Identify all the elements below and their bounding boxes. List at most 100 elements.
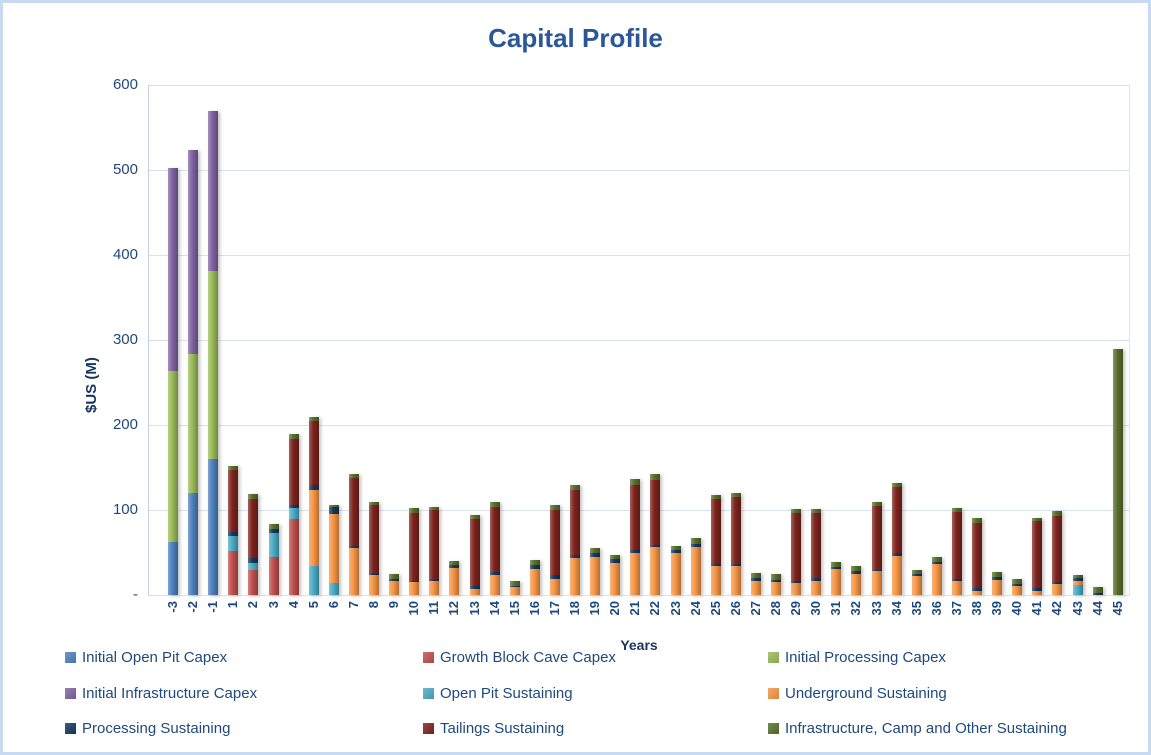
bar-segment <box>288 504 299 509</box>
bar-year-14 <box>489 85 500 595</box>
bar-segment <box>449 565 460 568</box>
bar-segment <box>489 572 500 576</box>
bar-segment <box>750 578 761 581</box>
bar-segment <box>228 536 239 551</box>
bar-segment <box>1072 574 1083 578</box>
bar-year-40 <box>1012 85 1023 595</box>
bar-year-29 <box>791 85 802 595</box>
x-tick-label: 17 <box>546 601 562 616</box>
bar-year-43 <box>1072 85 1083 595</box>
x-tick-label: 1 <box>225 601 241 609</box>
bar-segment <box>1012 585 1023 595</box>
x-tick-label: 13 <box>466 601 482 616</box>
bar-year-4 <box>288 85 299 595</box>
bar-segment <box>1072 580 1083 585</box>
bar-segment <box>168 542 178 595</box>
bar-year-35 <box>911 85 922 595</box>
bar-segment <box>529 565 540 569</box>
bar-segment <box>1032 517 1043 522</box>
bar-segment <box>650 544 661 548</box>
legend-swatch <box>65 688 76 699</box>
bar-segment <box>710 494 721 499</box>
bar-segment <box>208 271 219 459</box>
x-tick-label: 25 <box>707 601 723 616</box>
bar-year-2 <box>248 85 259 595</box>
bar-year-37 <box>951 85 962 595</box>
bar-segment <box>831 568 842 595</box>
bar-segment <box>348 474 359 478</box>
x-tick-label: 7 <box>345 601 361 609</box>
gridline <box>148 595 1130 596</box>
bar-segment <box>328 514 339 584</box>
bar-segment <box>730 566 741 595</box>
bar-segment <box>369 574 379 595</box>
bar-segment <box>1052 583 1063 595</box>
bar-segment <box>348 477 359 546</box>
bar-segment <box>549 504 560 510</box>
legend-label: Initial Infrastructure Capex <box>82 685 258 702</box>
bar-segment <box>529 560 540 566</box>
bar-segment <box>710 566 721 595</box>
bar-segment <box>188 354 199 493</box>
bar-segment <box>469 589 480 595</box>
bar-year-6 <box>328 85 339 595</box>
bar-year-36 <box>931 85 942 595</box>
bar-year--2 <box>188 85 199 595</box>
bar-segment <box>1052 582 1063 584</box>
bar-segment <box>610 559 621 563</box>
x-tick-label: -1 <box>205 601 221 613</box>
x-tick-label: 44 <box>1089 601 1105 616</box>
legend-swatch <box>423 652 434 663</box>
bar-segment <box>288 434 299 440</box>
bar-year-18 <box>570 85 580 595</box>
bar-segment <box>791 512 802 581</box>
bar-segment <box>268 532 279 557</box>
gridline <box>148 340 1130 341</box>
bar-year-28 <box>771 85 781 595</box>
bar-year-34 <box>891 85 902 595</box>
legend-swatch <box>65 723 76 734</box>
legend-swatch <box>768 688 779 699</box>
bar-segment <box>811 580 822 595</box>
x-tick-label: 16 <box>526 601 542 616</box>
bar-segment <box>449 561 460 566</box>
bar-segment <box>710 498 721 564</box>
bar-segment <box>791 580 802 584</box>
bar-segment <box>851 566 862 572</box>
y-tick-label: - <box>133 586 138 603</box>
bar-segment <box>509 587 520 595</box>
bar-segment <box>1032 588 1043 591</box>
x-tick-label: 32 <box>848 601 864 616</box>
bar-year-9 <box>389 85 400 595</box>
bar-segment <box>972 588 982 591</box>
bar-segment <box>650 474 661 481</box>
bar-segment <box>710 563 721 567</box>
x-tick-label: 18 <box>567 601 582 616</box>
bar-segment <box>369 502 379 505</box>
legend-swatch <box>423 688 434 699</box>
bar-segment <box>972 522 982 589</box>
bar-segment <box>951 508 962 512</box>
bar-year-25 <box>710 85 721 595</box>
bar-segment <box>308 417 319 421</box>
bar-segment <box>248 493 259 499</box>
bar-year-31 <box>831 85 842 595</box>
x-tick-label: 23 <box>667 601 683 616</box>
bar-segment <box>409 580 420 583</box>
bar-segment <box>188 493 199 595</box>
bar-segment <box>549 575 560 579</box>
bar-segment <box>730 493 741 498</box>
bar-segment <box>590 556 601 595</box>
x-tick-label: 2 <box>245 601 261 609</box>
bar-segment <box>389 578 400 582</box>
bar-segment <box>208 111 219 272</box>
bar-segment <box>1112 349 1123 595</box>
bar-segment <box>891 482 902 488</box>
bar-segment <box>469 515 480 520</box>
bar-segment <box>670 549 681 553</box>
bar-segment <box>650 547 661 595</box>
bar-year-39 <box>992 85 1003 595</box>
bar-segment <box>509 581 520 586</box>
bar-segment <box>248 558 259 563</box>
bar-year-3 <box>268 85 279 595</box>
